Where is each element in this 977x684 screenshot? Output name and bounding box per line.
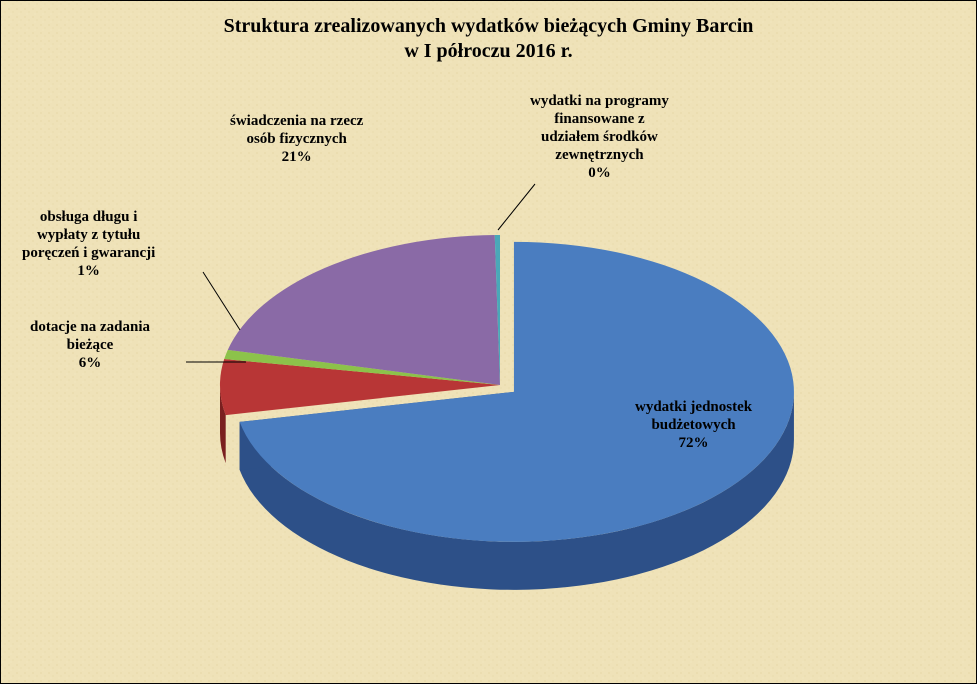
slice-label-obsluga: obsługa długu i wypłaty z tytułu poręcze… bbox=[22, 208, 155, 280]
slice-label-dotacje: dotacje na zadania bieżące 6% bbox=[30, 318, 150, 372]
slice-label-swiadczenia: świadczenia na rzecz osób fizycznych 21% bbox=[230, 112, 363, 166]
chart-title-line2: w I półroczu 2016 r. bbox=[404, 40, 572, 62]
slice-label-zewnetrzne: wydatki na programy finansowane z udział… bbox=[530, 92, 669, 182]
chart-title: Struktura zrealizowanych wydatków bieżąc… bbox=[0, 14, 977, 64]
slice-label-jednostek: wydatki jednostek budżetowych 72% bbox=[635, 398, 752, 452]
chart-frame: Struktura zrealizowanych wydatków bieżąc… bbox=[0, 0, 977, 684]
chart-title-line1: Struktura zrealizowanych wydatków bieżąc… bbox=[224, 15, 754, 37]
